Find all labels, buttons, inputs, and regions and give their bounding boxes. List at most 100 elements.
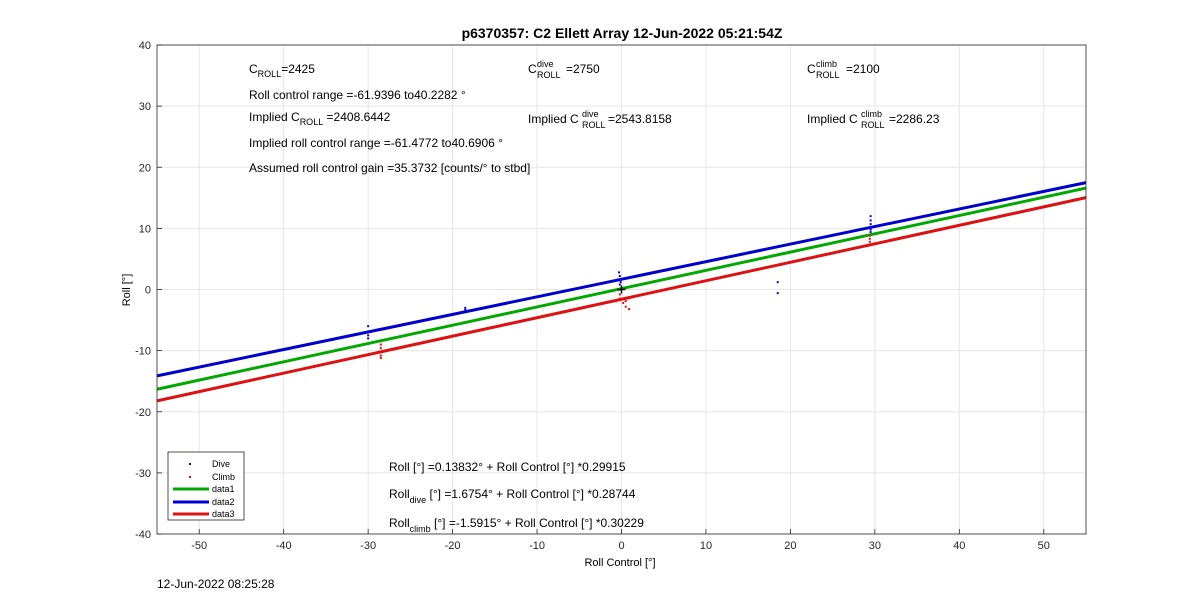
legend-entry-data2: data2 [173, 497, 235, 507]
x-tick-label: 50 [1038, 540, 1050, 552]
point-climb [868, 237, 871, 240]
x-tick-label: 40 [953, 540, 965, 552]
y-tick-label: 0 [145, 285, 151, 297]
point-climb [379, 356, 382, 359]
annotation-implied-c-dive: Implied C [528, 112, 579, 126]
annotation-c-dive-value: =2750 [566, 62, 600, 76]
legend-entry-data1: data1 [173, 484, 235, 494]
annotation-fit-climb: Rollclimb [°] =-1.5915° + Roll Control [… [389, 516, 644, 534]
annotation-implied-c-climb-sub: ROLL [861, 120, 885, 130]
annotation-c-climb-value: =2100 [846, 62, 880, 76]
data-points [367, 215, 872, 359]
annotation-implied-c-dive-value: =2543.8158 [608, 112, 672, 126]
point-dive [776, 292, 779, 295]
annotation-c-climb-sup: climb [816, 59, 837, 69]
point-climb [379, 343, 382, 346]
point-climb [379, 354, 382, 357]
point-climb [628, 308, 631, 311]
annotation-fit-dive: Rolldive [°] =1.6754° + Roll Control [°]… [389, 487, 636, 505]
x-axis-label: Roll Control [°] [584, 557, 655, 569]
point-climb [618, 297, 621, 300]
annotation-implied-c-dive-sub: ROLL [582, 120, 606, 130]
annotation-implied-c-dive-sup: dive [582, 109, 599, 119]
legend-box [167, 451, 245, 521]
legend-entry-climb: Climb [189, 472, 235, 482]
legend-entry-dive: Dive [189, 459, 230, 469]
point-climb [624, 300, 627, 303]
annotation-c-dive-sup: dive [537, 59, 554, 69]
point-climb [627, 297, 630, 300]
x-tick-label: -40 [276, 540, 292, 552]
point-climb [624, 305, 627, 308]
y-tick-label: 20 [139, 162, 151, 174]
legend-entry-data3: data3 [173, 509, 235, 519]
point-dive [869, 228, 872, 231]
y-tick-label: -30 [135, 468, 151, 480]
x-tick-label: -10 [529, 540, 545, 552]
point-dive [464, 306, 467, 309]
annotation-roll-range: Roll control range =-61.9396 to40.2282 ° [249, 88, 466, 102]
annotation-implied-c-climb: Implied C [807, 112, 858, 126]
point-dive [618, 275, 621, 278]
point-dive [869, 226, 872, 229]
y-tick-label: 30 [139, 101, 151, 113]
annotation-c-dive-sub: ROLL [537, 70, 561, 80]
annotation-gain: Assumed roll control gain =35.3732 [coun… [249, 161, 530, 175]
x-tick-label: -50 [191, 540, 207, 552]
point-climb [868, 234, 871, 237]
plot-frame [156, 44, 1087, 535]
figure-timestamp: 12-Jun-2022 08:25:28 [157, 577, 275, 591]
y-tick-label: 10 [139, 223, 151, 235]
legend-data1-label: data1 [212, 484, 235, 494]
x-tick-label: -30 [360, 540, 376, 552]
y-tick-label: -40 [135, 529, 151, 541]
y-axis-label: Roll [°] [121, 274, 133, 307]
point-dive [869, 215, 872, 218]
annotation-implied-c-climb-sup: climb [861, 109, 882, 119]
annotation-implied-range: Implied roll control range =-61.4772 to4… [249, 136, 503, 150]
annotation-c-roll: CROLL=2425 [249, 62, 315, 79]
x-tick-label: 30 [869, 540, 881, 552]
x-tick-label: -20 [445, 540, 461, 552]
point-dive [619, 281, 622, 284]
point-dive [869, 219, 872, 222]
point-climb [622, 301, 625, 304]
y-tick-label: 40 [139, 40, 151, 52]
point-dive [776, 281, 779, 284]
annotation-c-climb-sub: ROLL [816, 70, 840, 80]
annotation-c-climb: C [807, 62, 816, 76]
legend-climb-marker [189, 476, 191, 478]
point-dive [869, 223, 872, 226]
annotation-fit-all: Roll [°] =0.13832° + Roll Control [°] *0… [389, 460, 626, 474]
point-climb [618, 293, 621, 296]
x-tick-label: 20 [784, 540, 796, 552]
point-dive [367, 337, 370, 340]
annotation-implied-c-roll: Implied CROLL =2408.6442 [249, 110, 391, 127]
legend-dive-label: Dive [212, 459, 230, 469]
point-climb [868, 240, 871, 243]
point-dive [367, 334, 370, 337]
y-tick-label: -20 [135, 407, 151, 419]
point-climb [379, 347, 382, 350]
y-tick-label: -10 [135, 346, 151, 358]
x-tick-label: 0 [618, 540, 624, 552]
origin-cross-marker [617, 285, 626, 294]
annotations: CROLL=2425 C dive ROLL =2750 C climb ROL… [249, 59, 940, 534]
annotation-c-dive: C [528, 62, 537, 76]
fit-line-data3 [156, 196, 1087, 403]
legend-dive-marker [189, 463, 191, 465]
annotation-implied-c-climb-value: =2286.23 [889, 112, 940, 126]
legend-climb-label: Climb [212, 472, 235, 482]
legend: Dive Climb data1 data2 data3 [167, 451, 245, 521]
fit-line-data2 [156, 181, 1087, 378]
legend-data3-label: data3 [212, 509, 235, 519]
point-dive [464, 308, 467, 311]
axis-ticks: -50 -40 -30 -20 -10 0 10 20 30 40 50 -40 -30 -20 -10 0 1… [135, 40, 1050, 552]
legend-data2-label: data2 [212, 497, 235, 507]
x-tick-label: 10 [700, 540, 712, 552]
point-climb [379, 350, 382, 353]
point-dive [869, 231, 872, 234]
point-dive [367, 331, 370, 334]
chart-title: p6370357: C2 Ellett Array 12-Jun-2022 05… [462, 25, 783, 41]
